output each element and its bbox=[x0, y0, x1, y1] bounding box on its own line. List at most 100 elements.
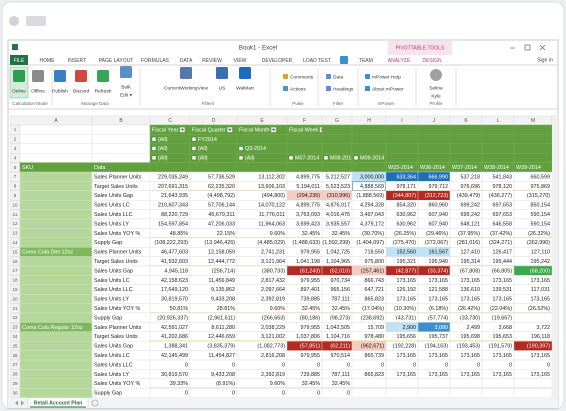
button-icon[interactable] bbox=[32, 70, 44, 82]
button-label[interactable]: CurrentWorkingView bbox=[164, 85, 208, 91]
sheet-tab-bg[interactable] bbox=[27, 397, 89, 409]
cell[interactable] bbox=[417, 124, 451, 135]
cell[interactable] bbox=[149, 162, 191, 173]
column-header[interactable]: M bbox=[531, 118, 535, 124]
cell[interactable] bbox=[19, 388, 93, 398]
row-number[interactable]: 22 bbox=[12, 315, 18, 320]
cell[interactable] bbox=[19, 228, 93, 238]
cell[interactable] bbox=[385, 152, 419, 163]
row-number[interactable]: 8 bbox=[14, 184, 17, 189]
cell[interactable] bbox=[351, 143, 387, 154]
row-number[interactable]: 19 bbox=[12, 287, 18, 292]
column-header[interactable]: F bbox=[303, 118, 306, 124]
row-number[interactable]: 12 bbox=[12, 221, 18, 226]
cell[interactable] bbox=[449, 143, 483, 154]
row-number[interactable]: 29 bbox=[12, 381, 18, 386]
cell[interactable] bbox=[321, 143, 353, 154]
button-icon[interactable] bbox=[13, 70, 25, 82]
cell[interactable] bbox=[385, 134, 419, 144]
cell[interactable] bbox=[19, 134, 93, 144]
cell[interactable] bbox=[19, 341, 93, 351]
row-number[interactable]: 30 bbox=[12, 390, 18, 395]
cell[interactable] bbox=[513, 124, 552, 135]
cell[interactable] bbox=[385, 378, 419, 389]
row-number[interactable]: 5 bbox=[14, 165, 17, 170]
cell[interactable] bbox=[19, 265, 93, 276]
button-icon[interactable] bbox=[283, 74, 288, 79]
expand-icon[interactable] bbox=[151, 155, 157, 161]
cell[interactable] bbox=[417, 152, 451, 163]
row-number[interactable]: 27 bbox=[12, 362, 18, 367]
button-label[interactable]: Selina bbox=[429, 85, 443, 91]
cell[interactable] bbox=[513, 388, 552, 398]
cell[interactable] bbox=[513, 143, 552, 154]
cell[interactable] bbox=[19, 256, 93, 267]
button-label[interactable]: Bulk bbox=[121, 84, 131, 90]
button-label[interactable]: Publish bbox=[52, 88, 68, 94]
button-icon[interactable] bbox=[180, 67, 192, 79]
button-label[interactable]: mPower Help bbox=[372, 74, 401, 80]
ribbon-tab[interactable]: PAGE LAYOUT bbox=[99, 58, 134, 64]
cell[interactable] bbox=[19, 359, 93, 370]
expand-icon[interactable] bbox=[191, 136, 197, 142]
expand-icon[interactable] bbox=[151, 136, 157, 142]
expand-icon[interactable] bbox=[191, 146, 197, 151]
cell[interactable] bbox=[286, 143, 323, 154]
cell[interactable] bbox=[19, 143, 93, 154]
cell[interactable] bbox=[236, 162, 288, 173]
cell[interactable] bbox=[19, 237, 93, 248]
cell[interactable] bbox=[149, 359, 191, 370]
cell[interactable] bbox=[449, 388, 483, 398]
button-label[interactable]: WalMart bbox=[236, 85, 254, 91]
row-number[interactable]: 16 bbox=[12, 259, 18, 264]
cell[interactable] bbox=[481, 134, 515, 144]
cell[interactable] bbox=[19, 124, 93, 135]
sign-in[interactable]: Sign in bbox=[537, 57, 553, 63]
cell[interactable] bbox=[19, 181, 93, 191]
cell[interactable] bbox=[351, 162, 387, 173]
column-header[interactable]: G bbox=[335, 118, 339, 124]
button-label[interactable]: About mPower bbox=[372, 86, 404, 92]
expand-icon[interactable] bbox=[151, 146, 157, 151]
ribbon-tab[interactable]: HOME bbox=[40, 58, 56, 64]
cell[interactable] bbox=[449, 124, 483, 135]
column-header[interactable]: B bbox=[119, 118, 123, 124]
cell[interactable] bbox=[91, 134, 151, 144]
cell[interactable] bbox=[417, 388, 451, 398]
cell[interactable] bbox=[189, 359, 238, 370]
ribbon-tab[interactable]: FILE bbox=[14, 58, 25, 64]
cell[interactable] bbox=[189, 162, 238, 173]
cell[interactable] bbox=[351, 388, 387, 398]
cell[interactable] bbox=[236, 359, 288, 370]
cell[interactable] bbox=[286, 162, 323, 173]
row-number[interactable]: 7 bbox=[14, 174, 17, 179]
cell[interactable] bbox=[19, 209, 93, 220]
button-icon[interactable] bbox=[216, 67, 228, 79]
expand-icon[interactable] bbox=[353, 155, 359, 161]
button-label[interactable]: Refresh bbox=[95, 88, 112, 94]
addin-tab-icon[interactable] bbox=[340, 56, 348, 64]
scrollbar[interactable] bbox=[552, 115, 558, 398]
cell[interactable] bbox=[19, 171, 93, 182]
cell[interactable] bbox=[449, 134, 483, 144]
cell[interactable] bbox=[513, 312, 552, 323]
row-number[interactable]: 9 bbox=[14, 193, 17, 198]
cell[interactable] bbox=[481, 378, 515, 389]
cell[interactable] bbox=[19, 312, 93, 323]
column-header[interactable]: A bbox=[54, 118, 58, 124]
cell[interactable] bbox=[189, 388, 238, 398]
cell[interactable] bbox=[19, 199, 93, 210]
file-tab-bg[interactable] bbox=[10, 55, 28, 65]
cell[interactable] bbox=[19, 152, 93, 163]
column-header[interactable]: J bbox=[433, 118, 436, 124]
cell[interactable] bbox=[19, 218, 93, 229]
cell[interactable] bbox=[19, 378, 93, 389]
button-icon[interactable] bbox=[365, 74, 370, 79]
add-sheet[interactable] bbox=[91, 399, 99, 407]
column-header[interactable]: D bbox=[212, 118, 216, 124]
column-header[interactable]: I bbox=[401, 118, 402, 124]
button-icon[interactable] bbox=[75, 70, 87, 82]
button-label[interactable]: Offline bbox=[31, 88, 45, 94]
cell[interactable] bbox=[417, 378, 451, 389]
button-label[interactable]: Actions bbox=[290, 86, 306, 92]
